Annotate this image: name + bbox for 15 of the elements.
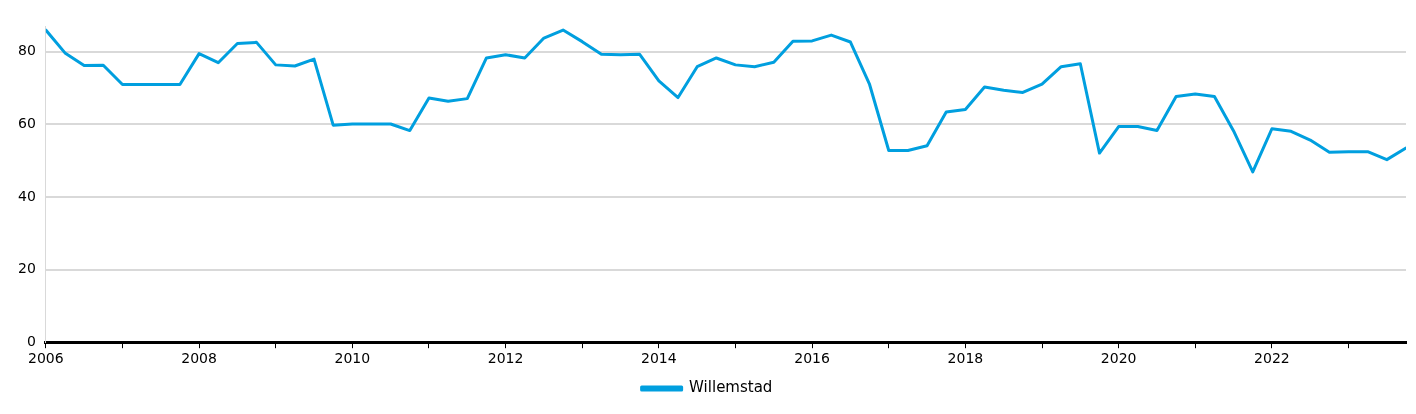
x-tick-label: 2022 (1254, 350, 1290, 367)
y-tick-label: 60 (17, 115, 36, 132)
x-tick-label: 2016 (794, 350, 831, 367)
y-tick-label: 40 (17, 187, 36, 204)
x-tick-label: 2012 (487, 350, 524, 367)
y-tick-label: 80 (17, 42, 36, 59)
legend-label: Willemstad (689, 378, 773, 397)
y-tick-label: 0 (26, 332, 36, 349)
x-tick-label: 2008 (181, 350, 217, 367)
x-tick-label: 2006 (27, 350, 64, 367)
x-tick-label: 2018 (947, 350, 984, 367)
x-tick-label: 2010 (334, 350, 371, 367)
y-tick-label: 20 (17, 260, 36, 277)
x-tick-label: 2014 (641, 350, 677, 367)
x-tick-label: 2020 (1100, 350, 1137, 367)
